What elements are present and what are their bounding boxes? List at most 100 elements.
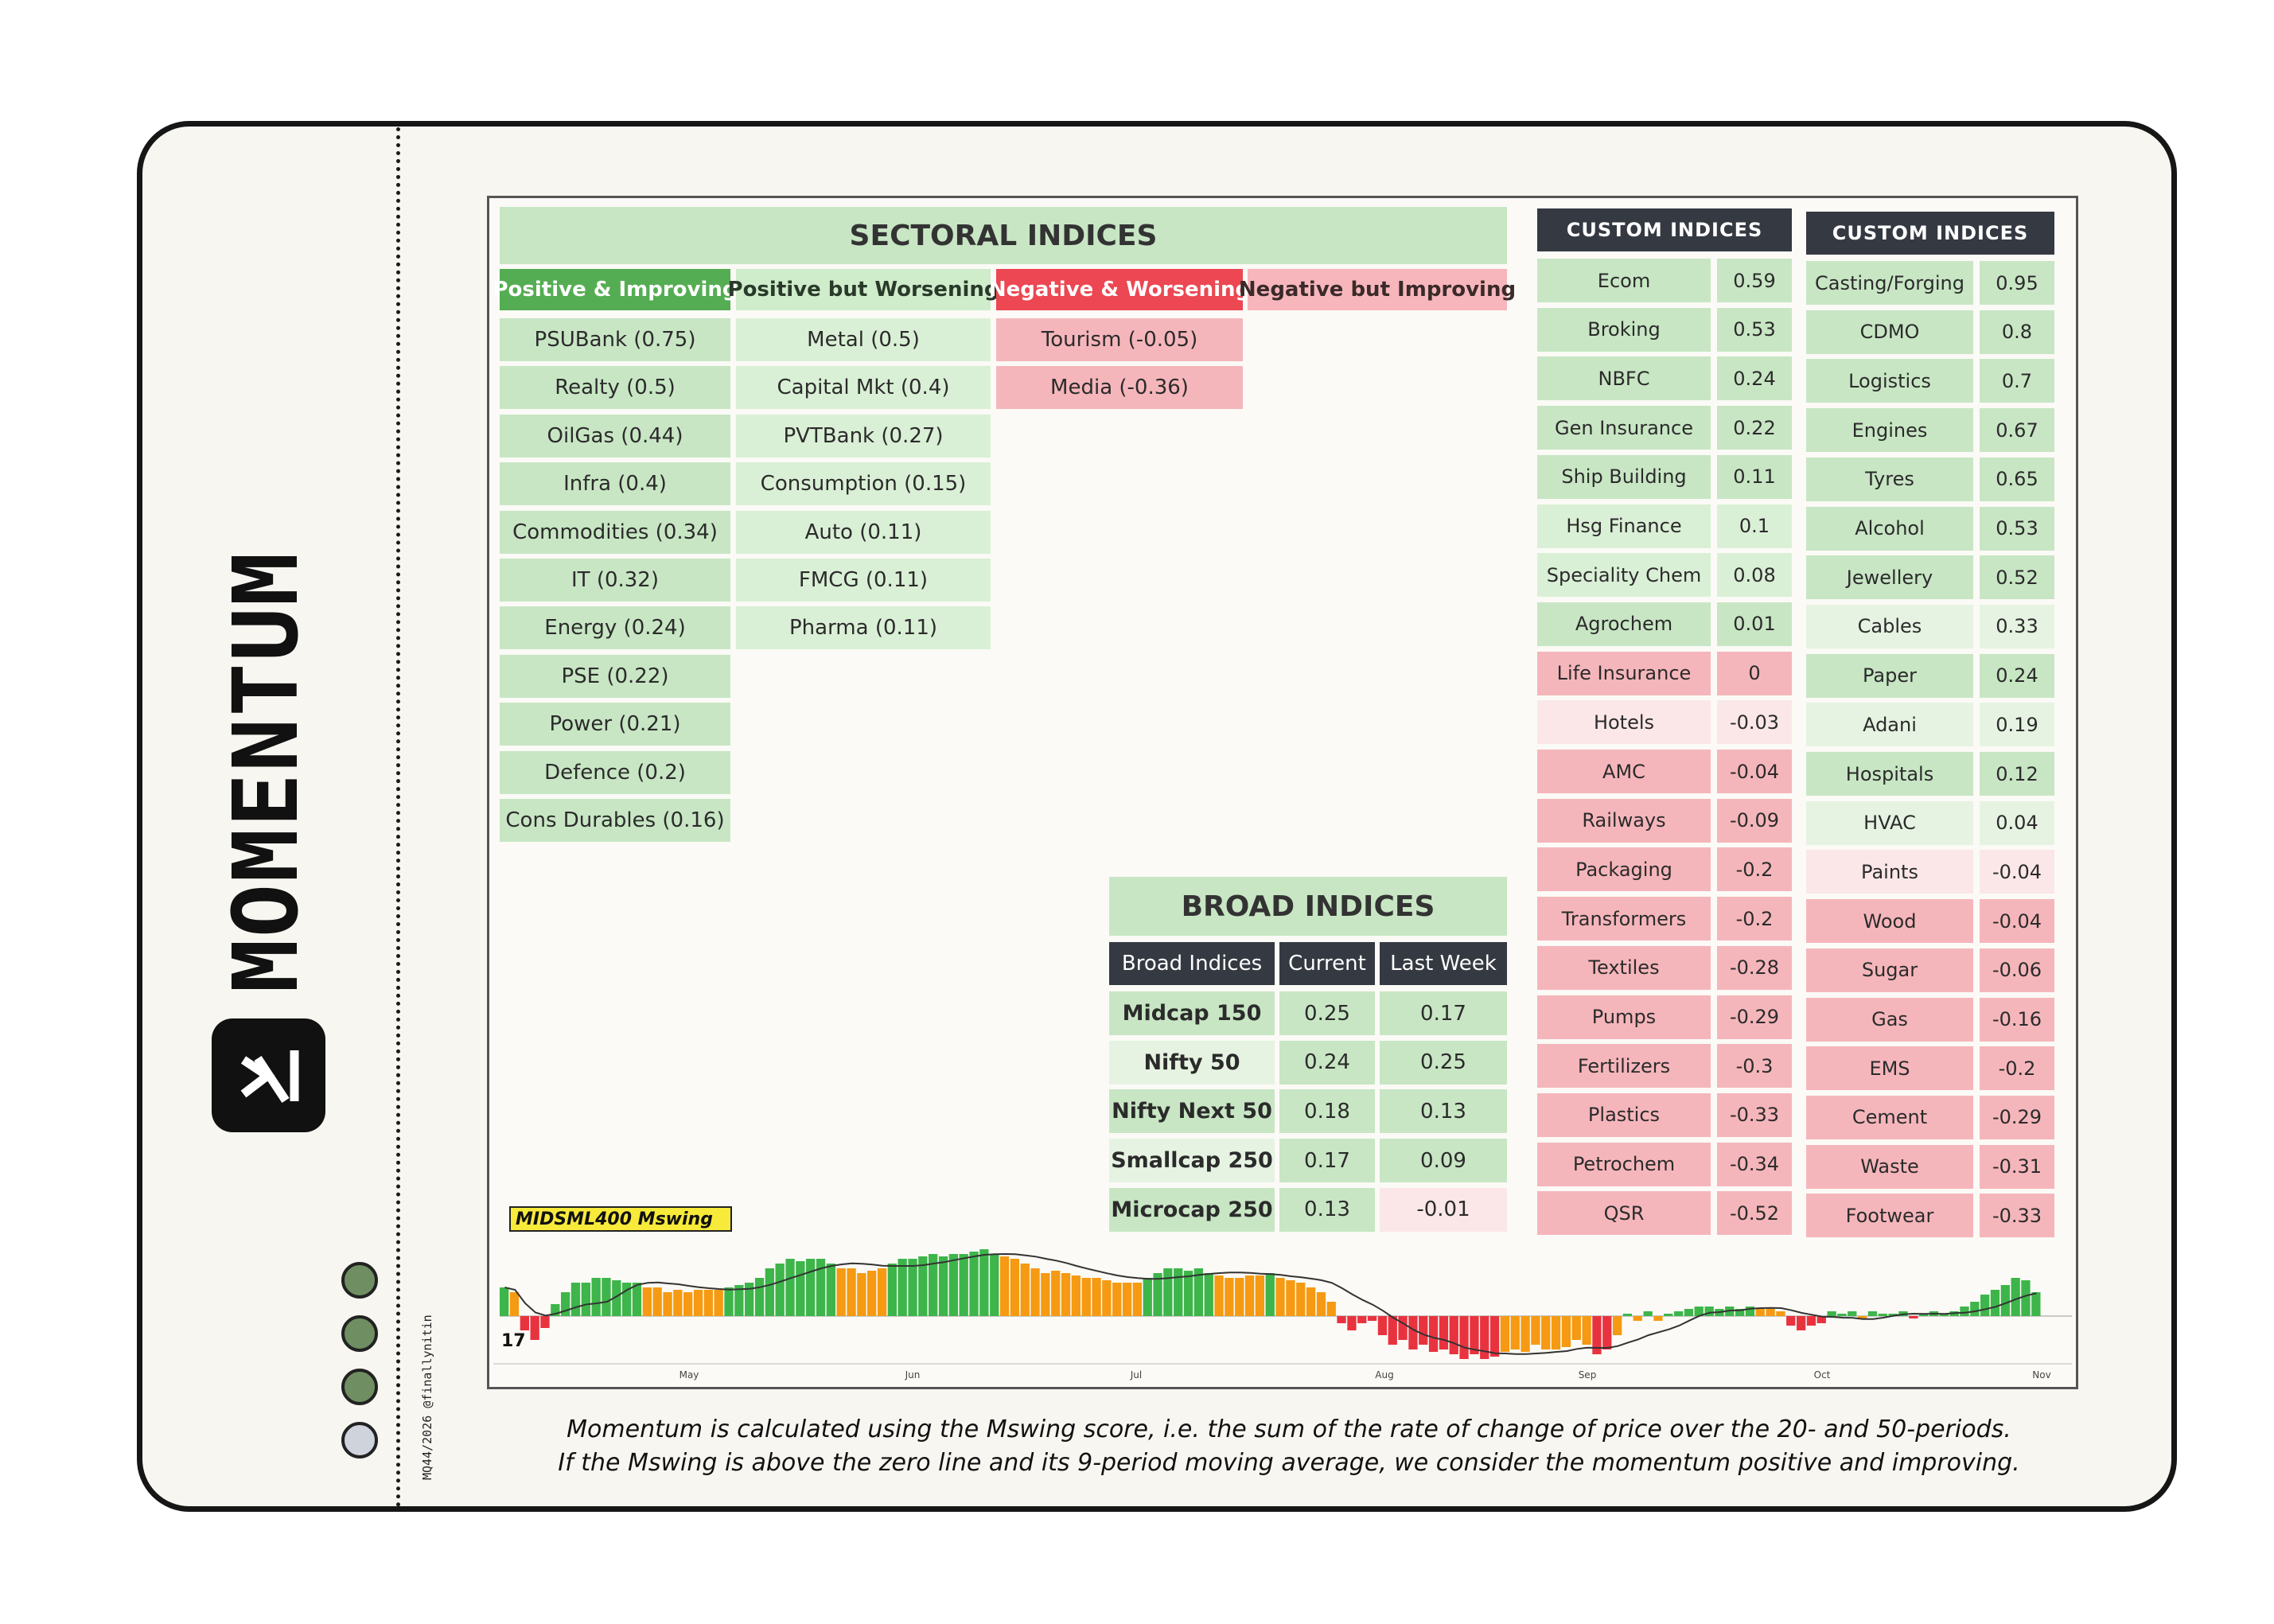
custom-row-name: Transformers: [1537, 897, 1711, 941]
mswing-bar: [1531, 1316, 1540, 1345]
status-dot-3: [341, 1369, 378, 1405]
broad-row-name: Nifty 50: [1109, 1040, 1275, 1085]
mswing-bar: [1377, 1316, 1388, 1335]
mswing-bar: [969, 1252, 979, 1316]
sectoral-item: Cons Durables (0.16): [500, 799, 730, 842]
custom-row-name: EMS: [1806, 1046, 1973, 1091]
sectoral-item: Pharma (0.11): [736, 606, 991, 650]
mswing-bar: [1990, 1290, 2000, 1316]
mswing-bar: [836, 1268, 846, 1316]
mswing-bar: [1480, 1316, 1489, 1359]
mswing-bar: [1193, 1268, 1203, 1316]
custom-row-name: Agrochem: [1537, 602, 1711, 646]
custom-row-name: Hotels: [1537, 700, 1711, 745]
broad-row-name: Nifty Next 50: [1109, 1089, 1275, 1134]
custom-row-value: 0.95: [1980, 261, 2054, 305]
mswing-bar: [959, 1254, 968, 1316]
mswing-bar: [1071, 1275, 1081, 1316]
mswing-bar: [1592, 1316, 1602, 1354]
mswing-bar: [1888, 1314, 1898, 1316]
custom-row-name: QSR: [1537, 1191, 1711, 1236]
logo-icon: [212, 1018, 325, 1132]
custom-row-value: -0.03: [1717, 700, 1792, 745]
mswing-bar: [1521, 1316, 1530, 1352]
mswing-bar: [2011, 1278, 2020, 1316]
custom-row-value: -0.16: [1980, 997, 2054, 1042]
custom-row-name: Casting/Forging: [1806, 261, 1973, 305]
mswing-bar: [530, 1316, 539, 1340]
custom-row-value: 0.53: [1717, 307, 1792, 352]
mswing-bar: [1816, 1316, 1826, 1323]
sectoral-item: Infra (0.4): [500, 462, 730, 506]
mswing-bar: [1561, 1316, 1571, 1347]
custom-row-name: Gen Insurance: [1537, 406, 1711, 450]
mswing-bar: [2000, 1285, 2010, 1316]
broad-row-last: 0.17: [1380, 991, 1507, 1035]
mswing-bar: [703, 1290, 713, 1316]
custom-row-value: 0.65: [1980, 457, 2054, 501]
mswing-bar: [1806, 1316, 1816, 1326]
sectoral-item: Metal (0.5): [736, 318, 991, 361]
mswing-bar: [1163, 1268, 1173, 1316]
sectoral-item: Capital Mkt (0.4): [736, 366, 991, 410]
mswing-bar: [1919, 1314, 1929, 1316]
mswing-bar: [1051, 1271, 1061, 1316]
sectoral-item: Power (0.21): [500, 703, 730, 746]
mswing-bar: [1684, 1309, 1694, 1316]
custom-row-value: -0.06: [1980, 948, 2054, 992]
broad-header-0: Broad Indices: [1109, 942, 1275, 985]
custom-row-value: -0.28: [1717, 945, 1792, 990]
custom-row-name: Speciality Chem: [1537, 553, 1711, 598]
broad-row-name: Midcap 150: [1109, 991, 1275, 1035]
custom-row-name: Life Insurance: [1537, 651, 1711, 695]
x-tick-label: Aug: [1375, 1369, 1393, 1381]
caption: Momentum is calculated using the Mswing …: [477, 1413, 2101, 1480]
mswing-bar: [1980, 1295, 1990, 1316]
mswing-bar: [1470, 1316, 1479, 1354]
mswing-bar: [1296, 1283, 1306, 1316]
sectoral-item: PVTBank (0.27): [736, 414, 991, 458]
custom-row-value: 0.24: [1717, 356, 1792, 401]
broad-row-last: 0.13: [1380, 1089, 1507, 1134]
mswing-bar: [826, 1264, 835, 1316]
custom-row-name: Pumps: [1537, 995, 1711, 1039]
mswing-bar: [1848, 1311, 1857, 1316]
custom-row-value: 0.04: [1980, 800, 2054, 845]
mswing-bar: [1653, 1316, 1663, 1321]
broad-header-2: Last Week: [1380, 942, 1507, 985]
sectoral-item: Tourism (-0.05): [996, 318, 1243, 361]
mswing-chart: May Jun Jul Aug Sep Oct Nov 17: [493, 1201, 2072, 1386]
mswing-bar: [745, 1283, 754, 1316]
mswing-bar: [1041, 1273, 1050, 1316]
custom-row-name: Ecom: [1537, 259, 1711, 302]
sectoral-col-header-3: Negative but Improving: [1239, 269, 1516, 310]
mswing-bar: [775, 1264, 785, 1316]
mswing-bar: [1306, 1287, 1316, 1316]
x-tick-label: Nov: [2032, 1369, 2050, 1381]
mswing-bar: [1030, 1268, 1040, 1316]
mswing-bar: [929, 1254, 938, 1316]
dotted-divider: [396, 127, 400, 1508]
custom-row-value: -0.2: [1980, 1046, 2054, 1091]
mswing-bar: [887, 1264, 897, 1316]
mswing-bar: [1633, 1316, 1642, 1321]
custom-row-name: Alcohol: [1806, 506, 1973, 551]
mswing-bar: [2031, 1292, 2041, 1316]
mswing-bar: [1204, 1273, 1213, 1316]
mswing-bar: [1613, 1316, 1622, 1335]
mswing-bar: [1939, 1314, 1949, 1316]
custom-row-value: 0.7: [1980, 359, 2054, 403]
mswing-bar: [1704, 1307, 1714, 1316]
mswing-bar: [724, 1287, 734, 1316]
mswing-bar: [898, 1259, 907, 1316]
custom-row-name: AMC: [1537, 750, 1711, 793]
custom-row-value: -0.33: [1717, 1092, 1792, 1137]
mswing-bar: [673, 1290, 683, 1316]
custom-row-value: -0.29: [1717, 995, 1792, 1039]
mswing-bar: [663, 1292, 672, 1316]
custom-row-name: Cement: [1806, 1095, 1973, 1139]
custom-row-value: -0.2: [1717, 897, 1792, 941]
mswing-bar: [1419, 1316, 1428, 1345]
x-tick-label: May: [679, 1369, 699, 1381]
custom-row-name: Cables: [1806, 604, 1973, 648]
